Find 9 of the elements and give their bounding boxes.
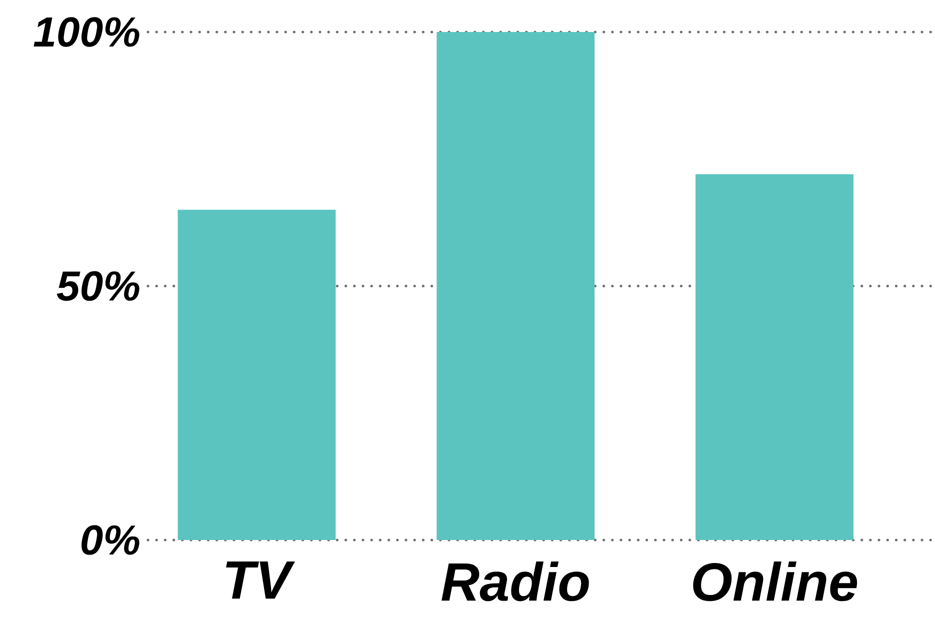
x-tick-label: Online — [693, 562, 858, 602]
x-tick-label: TV — [226, 562, 296, 599]
bar — [696, 174, 854, 540]
y-tick-label: 0% — [82, 525, 140, 555]
x-tick-label: Radio — [442, 562, 589, 602]
y-tick-label: 100% — [34, 17, 140, 47]
bar — [436, 32, 595, 540]
y-tick-label: 50% — [56, 271, 140, 301]
bar — [178, 210, 336, 540]
